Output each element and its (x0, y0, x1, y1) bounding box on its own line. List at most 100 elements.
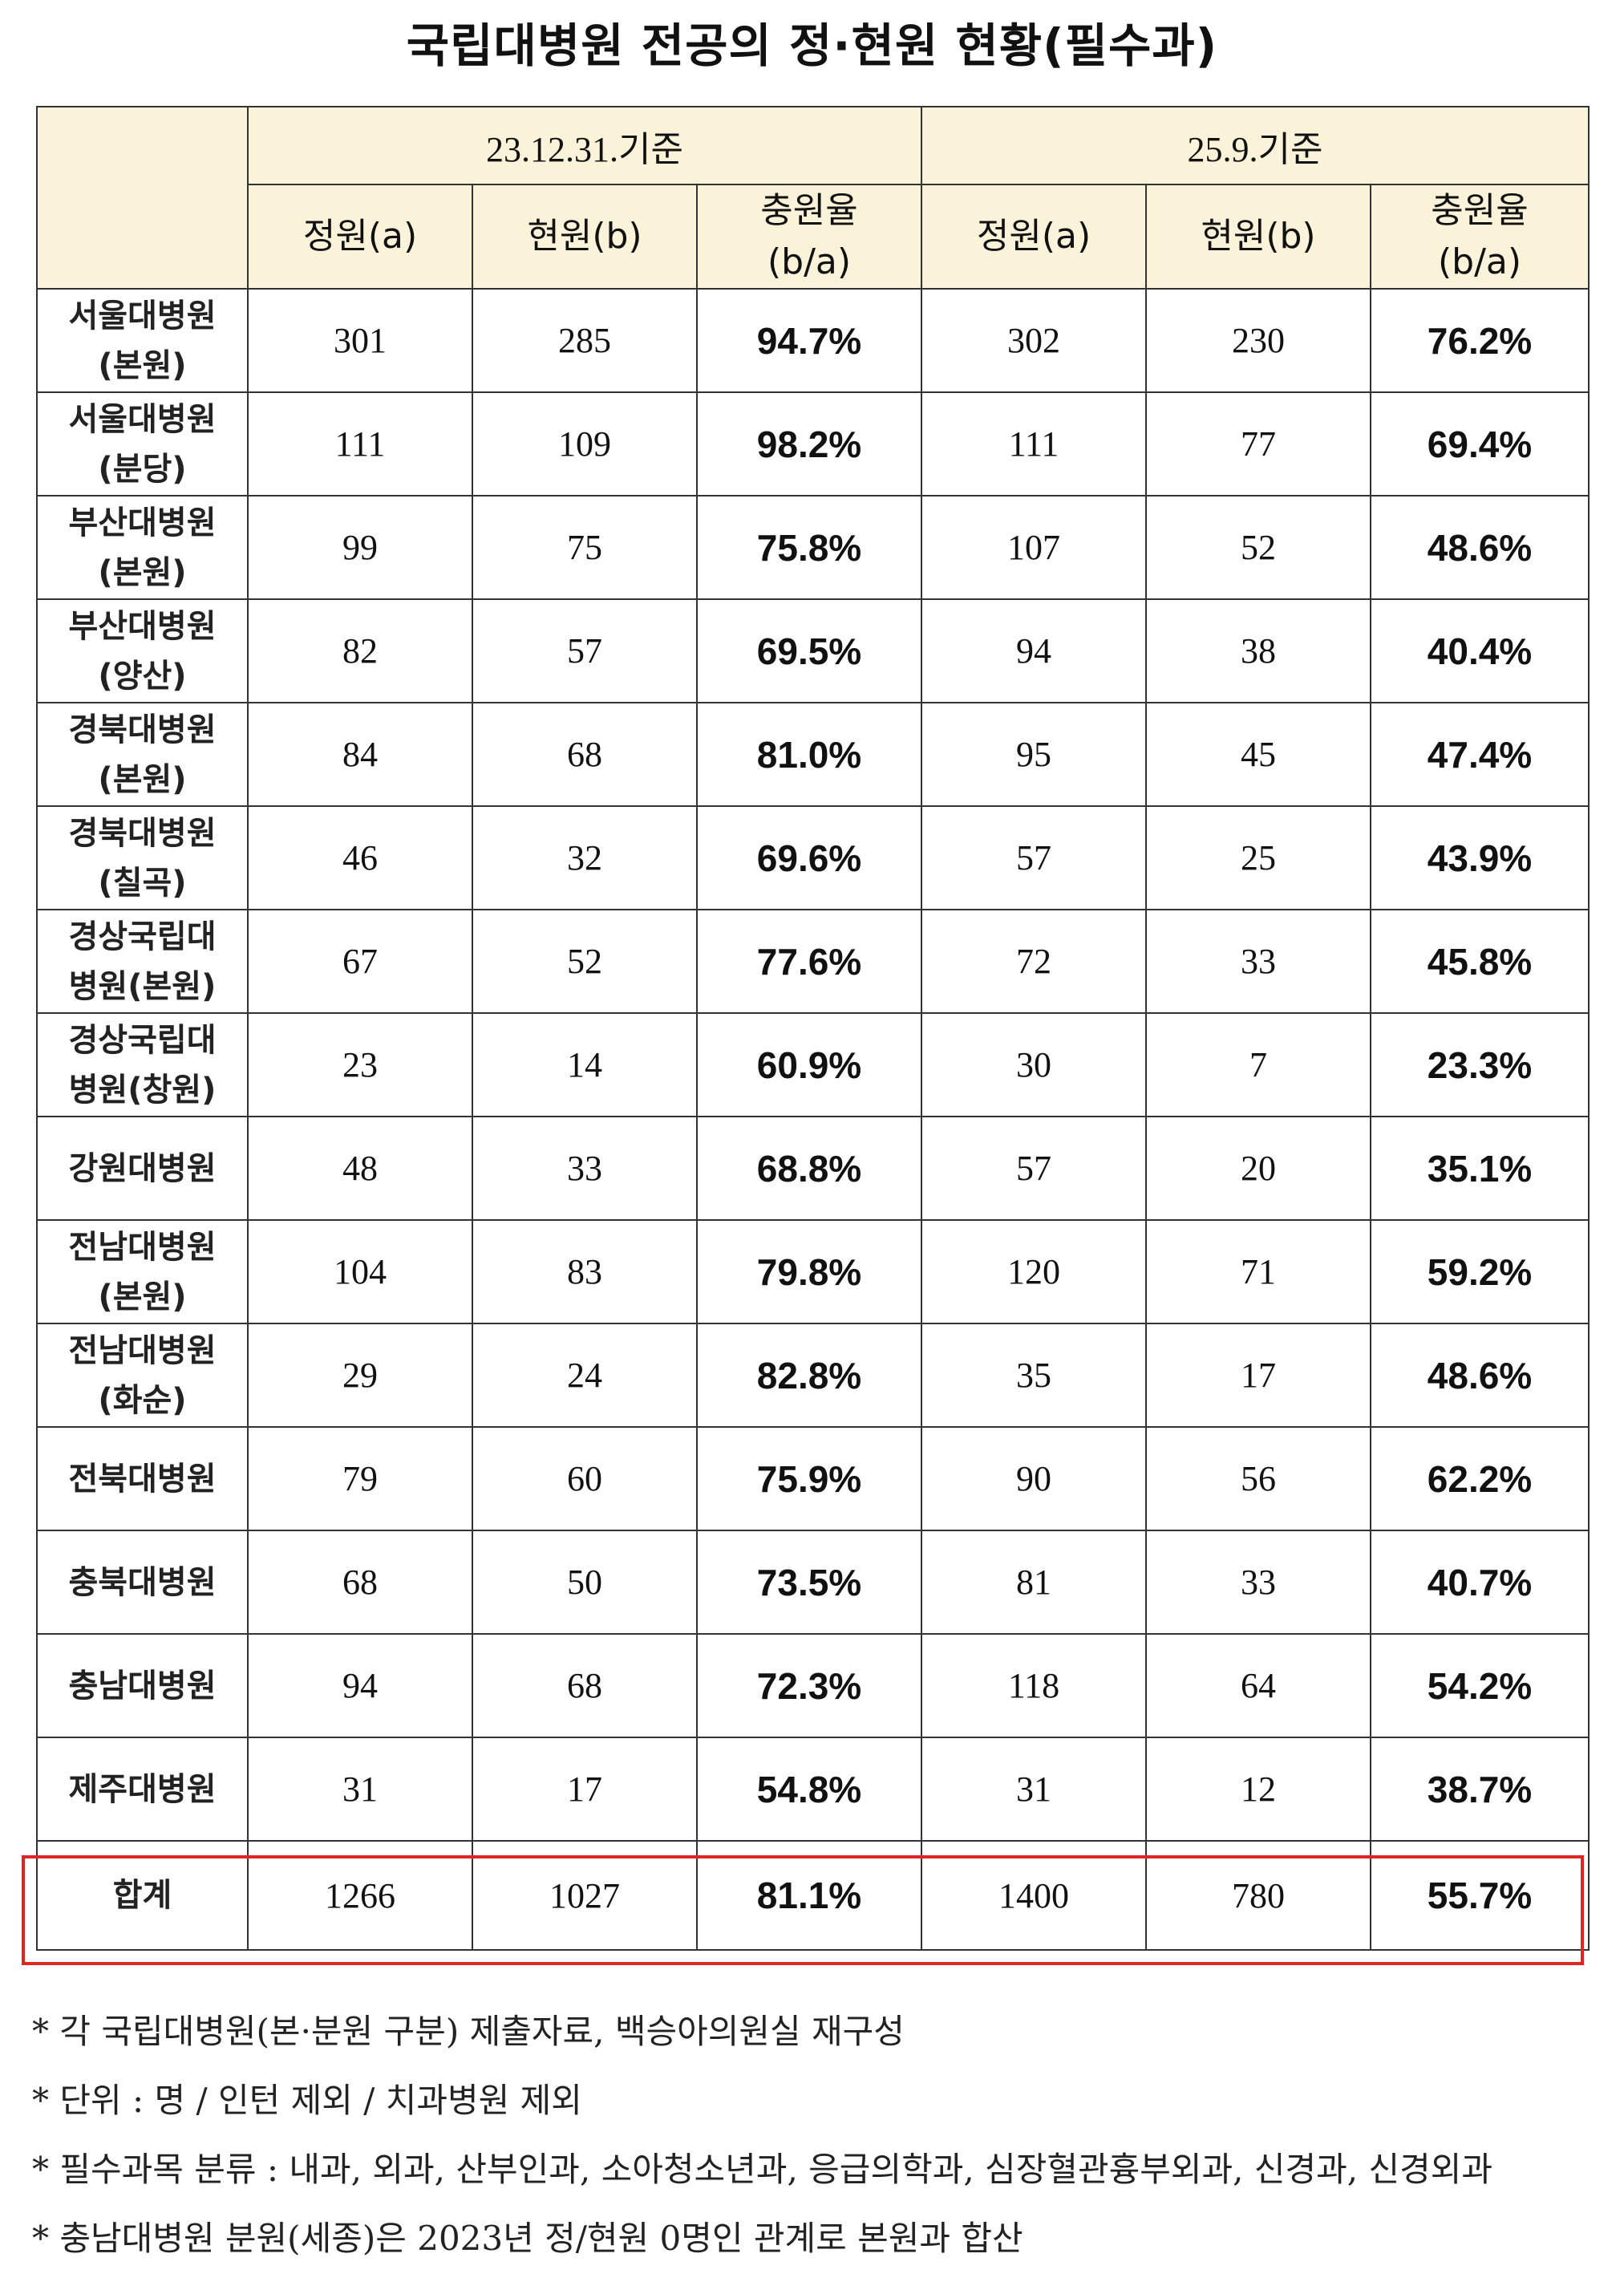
corner-header-cell (36, 106, 249, 290)
current-cell: 64 (1145, 1633, 1371, 1738)
current-cell: 83 (472, 1219, 698, 1324)
current-cell: 75 (472, 495, 698, 600)
current-cell: 230 (1145, 288, 1371, 393)
quota-cell: 79 (247, 1426, 473, 1531)
quota-cell: 57 (921, 1116, 1147, 1221)
fill-rate-cell: 75.9% (696, 1426, 922, 1531)
quota-cell: 111 (921, 391, 1147, 497)
table-row: 부산대병원 (본원) 99 75 75.8% 107 52 48.6% (36, 495, 1590, 600)
table-row: 제주대병원 31 17 54.8% 31 12 38.7% (36, 1737, 1590, 1842)
quota-cell: 118 (921, 1633, 1147, 1738)
total-row: 합계 1266 1027 81.1% 1400 780 55.7% (36, 1840, 1590, 1951)
hospital-name-cell: 전북대병원 (36, 1426, 249, 1531)
current-cell: 14 (472, 1012, 698, 1117)
fill-rate-cell: 94.7% (696, 288, 922, 393)
current-cell: 38 (1145, 598, 1371, 703)
current-cell: 45 (1145, 702, 1371, 807)
quota-cell: 84 (247, 702, 473, 807)
quota-cell: 35 (921, 1323, 1147, 1428)
fill-rate-cell: 69.5% (696, 598, 922, 703)
fill-rate-cell: 43.9% (1369, 805, 1590, 910)
table-row: 서울대병원 (본원) 301 285 94.7% 302 230 76.2% (36, 288, 1590, 393)
quota-cell: 301 (247, 288, 473, 393)
current-cell: 52 (472, 909, 698, 1014)
fill-rate-cell: 73.5% (696, 1530, 922, 1635)
footnote: * 필수과목 분류 : 내과, 외과, 산부인과, 소아청소년과, 응급의학과,… (32, 2150, 1493, 2189)
fill-rate-cell: 62.2% (1369, 1426, 1590, 1531)
fill-rate-cell: 47.4% (1369, 702, 1590, 807)
quota-cell: 23 (247, 1012, 473, 1117)
table-row: 경북대병원 (본원) 84 68 81.0% 95 45 47.4% (36, 702, 1590, 807)
current-cell: 52 (1145, 495, 1371, 600)
current-cell: 68 (472, 1633, 698, 1738)
current-cell: 24 (472, 1323, 698, 1428)
quota-cell: 29 (247, 1323, 473, 1428)
table-row: 충북대병원 68 50 73.5% 81 33 40.7% (36, 1530, 1590, 1635)
hospital-name-cell: 경북대병원 (본원) (36, 702, 249, 807)
table-row: 강원대병원 48 33 68.8% 57 20 35.1% (36, 1116, 1590, 1221)
current-cell: 17 (472, 1737, 698, 1842)
fill-rate-cell: 75.8% (696, 495, 922, 600)
total-current-cell: 780 (1145, 1840, 1371, 1951)
quota-cell: 111 (247, 391, 473, 497)
fill-rate-cell: 69.6% (696, 805, 922, 910)
total-fill-rate-cell: 55.7% (1369, 1840, 1590, 1951)
fill-rate-cell: 54.8% (696, 1737, 922, 1842)
current-cell: 32 (472, 805, 698, 910)
page-title: 국립대병원 전공의 정·현원 현황(필수과) (406, 18, 1218, 73)
fill-rate-cell: 81.0% (696, 702, 922, 807)
fill-rate-cell: 82.8% (696, 1323, 922, 1428)
current-cell: 60 (472, 1426, 698, 1531)
total-fill-rate-cell: 81.1% (696, 1840, 922, 1951)
hospital-name-cell: 서울대병원 (분당) (36, 391, 249, 497)
table-row: 전남대병원 (화순) 29 24 82.8% 35 17 48.6% (36, 1323, 1590, 1428)
total-quota-cell: 1400 (921, 1840, 1147, 1951)
staffing-table: 23.12.31.기준 25.9.기준 정원(a) 현원(b) 충원율 (b/a… (36, 106, 1590, 1951)
quota-cell: 46 (247, 805, 473, 910)
fill-rate-cell: 69.4% (1369, 391, 1590, 497)
hospital-name-cell: 부산대병원 (본원) (36, 495, 249, 600)
footnote: * 충남대병원 분원(세종)은 2023년 정/현원 0명인 관계로 본원과 합… (32, 2219, 1023, 2258)
quota-cell: 81 (921, 1530, 1147, 1635)
hospital-name-cell: 충북대병원 (36, 1530, 249, 1635)
current-cell: 20 (1145, 1116, 1371, 1221)
fill-rate-cell: 68.8% (696, 1116, 922, 1221)
current-cell: 17 (1145, 1323, 1371, 1428)
quota-cell: 31 (921, 1737, 1147, 1842)
hospital-name-cell: 서울대병원 (본원) (36, 288, 249, 393)
footnote: * 단위 : 명 / 인턴 제외 / 치과병원 제외 (32, 2081, 582, 2120)
current-cell: 56 (1145, 1426, 1371, 1531)
current-cell: 285 (472, 288, 698, 393)
col-header-current: 현원(b) (1145, 184, 1371, 290)
fill-rate-cell: 38.7% (1369, 1737, 1590, 1842)
footnote: * 각 국립대병원(본·분원 구분) 제출자료, 백승아의원실 재구성 (32, 2012, 905, 2051)
current-cell: 33 (472, 1116, 698, 1221)
fill-rate-cell: 79.8% (696, 1219, 922, 1324)
period-header: 25.9.기준 (920, 106, 1590, 185)
col-header-quota: 정원(a) (921, 184, 1147, 290)
current-cell: 33 (1145, 1530, 1371, 1635)
table-row: 경상국립대 병원(창원) 23 14 60.9% 30 7 23.3% (36, 1012, 1590, 1117)
quota-cell: 95 (921, 702, 1147, 807)
quota-cell: 120 (921, 1219, 1147, 1324)
col-header-current: 현원(b) (472, 184, 698, 290)
period-header: 23.12.31.기준 (247, 106, 922, 185)
current-cell: 12 (1145, 1737, 1371, 1842)
hospital-name-cell: 경상국립대 병원(본원) (36, 909, 249, 1014)
fill-rate-cell: 40.7% (1369, 1530, 1590, 1635)
quota-cell: 68 (247, 1530, 473, 1635)
quota-cell: 82 (247, 598, 473, 703)
hospital-name-cell: 전남대병원 (본원) (36, 1219, 249, 1324)
table-row: 전북대병원 79 60 75.9% 90 56 62.2% (36, 1426, 1590, 1531)
table-row: 전남대병원 (본원) 104 83 79.8% 120 71 59.2% (36, 1219, 1590, 1324)
quota-cell: 107 (921, 495, 1147, 600)
footnotes: * 각 국립대병원(본·분원 구분) 제출자료, 백승아의원실 재구성 * 단위… (32, 1997, 1596, 2273)
fill-rate-cell: 35.1% (1369, 1116, 1590, 1221)
hospital-name-cell: 부산대병원 (양산) (36, 598, 249, 703)
table-row: 부산대병원 (양산) 82 57 69.5% 94 38 40.4% (36, 598, 1590, 703)
hospital-name-cell: 경상국립대 병원(창원) (36, 1012, 249, 1117)
quota-cell: 90 (921, 1426, 1147, 1531)
fill-rate-cell: 45.8% (1369, 909, 1590, 1014)
fill-rate-cell: 72.3% (696, 1633, 922, 1738)
fill-rate-cell: 48.6% (1369, 1323, 1590, 1428)
